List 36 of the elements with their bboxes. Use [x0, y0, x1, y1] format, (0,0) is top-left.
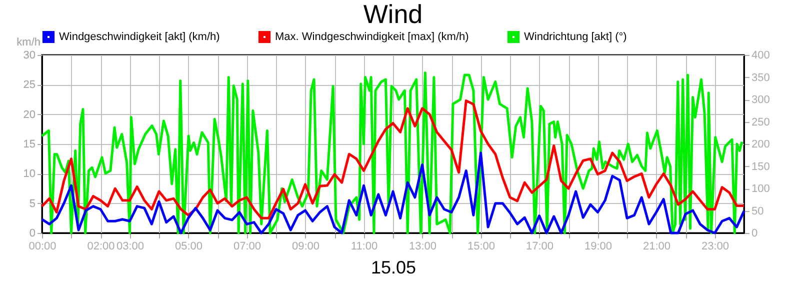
y2-tick-label: 400 — [752, 50, 770, 62]
y-tick-label: 15 — [23, 138, 36, 150]
y2-tick-label: 100 — [752, 183, 770, 195]
x-tick-label: 21:00 — [642, 240, 671, 252]
legend-label: Max. Windgeschwindigkeit [max] (km/h) — [275, 30, 469, 43]
y-tick-label: 5 — [29, 198, 36, 210]
y2-tick-label: 250 — [752, 116, 770, 128]
x-tick-label: 00:00 — [28, 240, 56, 252]
y-tick-label: 30 — [23, 50, 36, 62]
y-tick-label: 25 — [23, 79, 36, 92]
legend-label: Windgeschwindigkeit [akt] (km/h) — [59, 30, 220, 43]
x-tick-label: 07:00 — [233, 240, 262, 252]
x-tick-label: 02:00 — [87, 240, 115, 252]
y2-tick-label: 50 — [752, 205, 764, 218]
y-axis-title: km/h — [16, 36, 40, 48]
x-tick-label: 05:00 — [174, 240, 203, 252]
x-tick-label: 17:00 — [526, 240, 554, 252]
legend-label: Windrichtung [akt] (°) — [524, 30, 627, 43]
x-tick-label: 13:00 — [408, 240, 437, 252]
x-tick-label: 19:00 — [584, 240, 612, 252]
y2-tick-label: 350 — [752, 72, 770, 84]
y2-tick-label: 300 — [752, 94, 770, 106]
y2-tick-label: 0 — [752, 228, 758, 240]
x-tick-label: 23:00 — [701, 240, 730, 252]
y-tick-label: 10 — [23, 168, 36, 180]
chart-title: Wind — [363, 0, 423, 29]
line-series — [40, 99, 746, 220]
x-axis-title: 15.05 — [370, 258, 416, 278]
x-tick-label: 11:00 — [350, 240, 378, 252]
x-tick-label: 09:00 — [292, 240, 320, 252]
x-tick-label: 03:00 — [116, 240, 144, 252]
x-tick-label: 15:00 — [467, 240, 496, 252]
y-tick-label: 20 — [23, 108, 36, 121]
y2-tick-label: 200 — [752, 138, 770, 150]
y-tick-label: 0 — [29, 228, 36, 240]
y2-tick-label: 150 — [752, 160, 770, 173]
